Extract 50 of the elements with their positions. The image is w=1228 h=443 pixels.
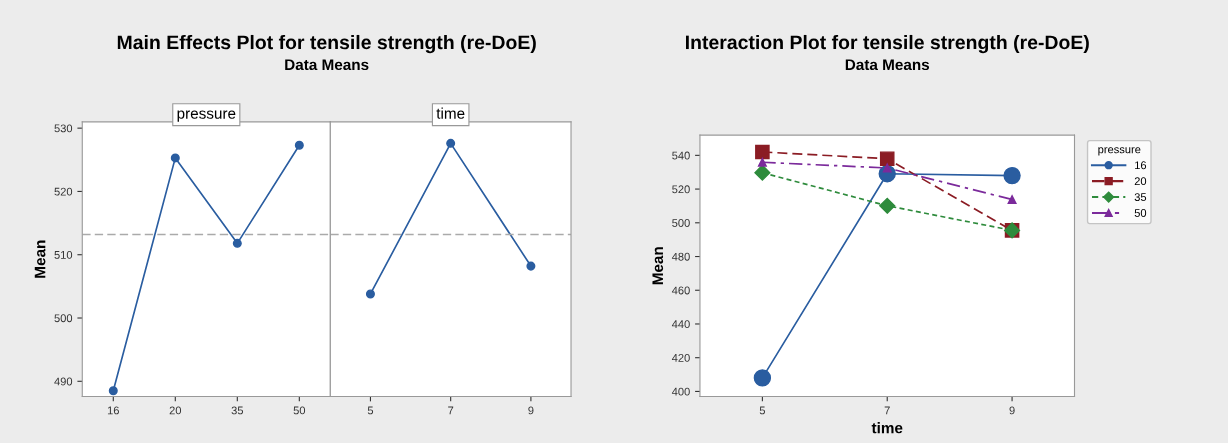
x-tick-label: 9 <box>1009 406 1015 415</box>
y-tick-label: 490 <box>54 377 73 386</box>
y-tick-label: 520 <box>672 185 690 194</box>
x-tick-label: 16 <box>107 406 119 415</box>
y-axis-title: Mean <box>652 247 664 285</box>
point <box>232 238 242 248</box>
y-tick-label: 540 <box>672 151 690 160</box>
y-tick-label: 510 <box>54 250 73 259</box>
x-tick-label: 5 <box>759 406 766 415</box>
legend-label: 35 <box>1134 193 1147 202</box>
point <box>882 163 892 173</box>
y-tick-label: 420 <box>671 353 690 362</box>
x-tick-label: 20 <box>169 406 182 415</box>
annotation: pressure <box>177 110 236 122</box>
point <box>755 144 770 160</box>
point <box>1003 166 1021 185</box>
y-tick-label: 530 <box>54 124 73 133</box>
y-tick-label: 500 <box>672 219 690 227</box>
x-axis-title: time <box>871 422 903 434</box>
legend-label: 50 <box>1134 209 1147 217</box>
x-tick-label: 9 <box>528 406 534 415</box>
legend-title: pressure <box>1098 147 1141 156</box>
x-tick-label: 7 <box>884 406 890 415</box>
y-tick-label: 480 <box>671 252 690 261</box>
point <box>170 153 180 163</box>
legend-label: 20 <box>1134 177 1147 186</box>
y-tick-label: 440 <box>671 320 690 329</box>
text: time <box>436 107 465 119</box>
y-axis-title: Mean <box>34 240 46 278</box>
point <box>754 164 771 181</box>
point <box>879 151 895 167</box>
y-tick-label: 500 <box>54 314 73 323</box>
legend-label: 16 <box>1135 161 1147 170</box>
y-tick-label: 520 <box>54 187 73 196</box>
chart-subtitle: Data Means <box>285 59 369 71</box>
x-tick-label: 7 <box>448 406 454 415</box>
point <box>753 369 772 387</box>
point <box>108 386 118 396</box>
y-tick-label: 400 <box>671 387 690 396</box>
x-tick-label: 35 <box>231 406 244 415</box>
point <box>1007 195 1017 205</box>
y-tick-label: 460 <box>671 286 690 295</box>
chart-title: Main Effects Plot for tensile strength (re-DoE) <box>117 34 536 54</box>
chart-subtitle: Data Means <box>845 59 930 71</box>
point <box>757 157 767 167</box>
point <box>294 140 304 150</box>
x-tick-label: 50 <box>293 406 306 415</box>
point <box>879 197 896 214</box>
x-tick-label: 5 <box>367 406 374 415</box>
chart-title: Interaction Plot for tensile strength (re-DoE) <box>685 34 1089 54</box>
